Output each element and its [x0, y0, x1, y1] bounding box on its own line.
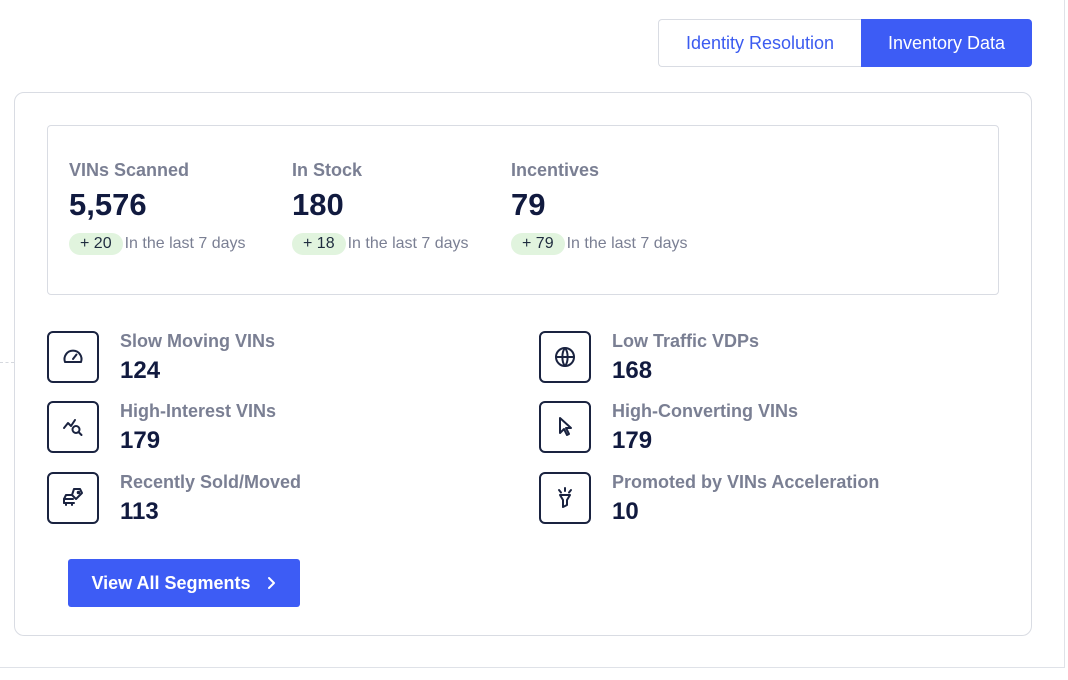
stat-label: Incentives — [511, 160, 600, 180]
segment-value: 10 — [612, 498, 639, 525]
divider — [0, 362, 14, 363]
delta-text: In the last 7 days — [566, 235, 688, 252]
speedometer-icon — [47, 331, 99, 383]
segment-value: 179 — [612, 427, 653, 454]
segment-slow-moving-vins[interactable]: Slow Moving VINs 124 — [47, 331, 275, 383]
segment-value: 168 — [612, 357, 653, 384]
segment-label: Promoted by VINs Acceleration — [612, 472, 880, 492]
segment-high-interest-vins[interactable]: High-Interest VINs 179 — [47, 401, 276, 453]
segment-value: 179 — [120, 427, 161, 454]
summary-panel: VINs Scanned 5,576 + 20 In the last 7 da… — [47, 125, 999, 295]
segment-promoted-by-vins-acceleration[interactable]: Promoted by VINs Acceleration 10 — [539, 472, 879, 524]
stat-incentives: Incentives 79 + 79 In the last 7 days — [511, 160, 688, 255]
page-frame-right — [1064, 0, 1065, 668]
page-frame-bottom — [0, 667, 1065, 668]
segment-value: 113 — [120, 498, 159, 525]
segment-label: Recently Sold/Moved — [120, 472, 302, 492]
delta-badge: + 20 — [69, 233, 123, 255]
segment-label: Slow Moving VINs — [120, 331, 276, 351]
view-all-segments-button[interactable]: View All Segments — [68, 559, 300, 607]
view-all-label: View All Segments — [91, 572, 251, 593]
stat-delta: + 79 In the last 7 days — [511, 233, 688, 255]
segment-label: High-Interest VINs — [120, 401, 277, 421]
segment-value: 124 — [120, 357, 161, 384]
segment-label: High-Converting VINs — [612, 401, 799, 421]
tab-inventory-data[interactable]: Inventory Data — [861, 19, 1032, 67]
globe-icon — [539, 331, 591, 383]
segment-low-traffic-vdps[interactable]: Low Traffic VDPs 168 — [539, 331, 759, 383]
stat-delta: + 20 In the last 7 days — [69, 233, 246, 255]
delta-badge: + 18 — [292, 233, 346, 255]
data-source-tabs: Identity Resolution Inventory Data — [658, 19, 1032, 67]
inventory-card: VINs Scanned 5,576 + 20 In the last 7 da… — [14, 92, 1032, 636]
stat-label: VINs Scanned — [69, 160, 190, 180]
stat-vins-scanned: VINs Scanned 5,576 + 20 In the last 7 da… — [69, 160, 246, 255]
segment-recently-sold-moved[interactable]: Recently Sold/Moved 113 — [47, 472, 301, 524]
delta-text: In the last 7 days — [124, 235, 246, 252]
chevron-right-icon — [265, 576, 277, 590]
tab-identity-resolution[interactable]: Identity Resolution — [658, 19, 861, 67]
car-tag-icon — [47, 472, 99, 524]
stat-label: In Stock — [292, 160, 363, 180]
delta-badge: + 79 — [511, 233, 565, 255]
stat-value: 180 — [292, 187, 344, 222]
segment-high-converting-vins[interactable]: High-Converting VINs 179 — [539, 401, 798, 453]
stat-value: 79 — [511, 187, 546, 222]
cursor-icon — [539, 401, 591, 453]
stat-delta: + 18 In the last 7 days — [292, 233, 469, 255]
stat-value: 5,576 — [69, 187, 147, 222]
delta-text: In the last 7 days — [347, 235, 469, 252]
segment-label: Low Traffic VDPs — [612, 331, 760, 351]
stat-in-stock: In Stock 180 + 18 In the last 7 days — [292, 160, 469, 255]
trend-search-icon — [47, 401, 99, 453]
spotlight-icon — [539, 472, 591, 524]
